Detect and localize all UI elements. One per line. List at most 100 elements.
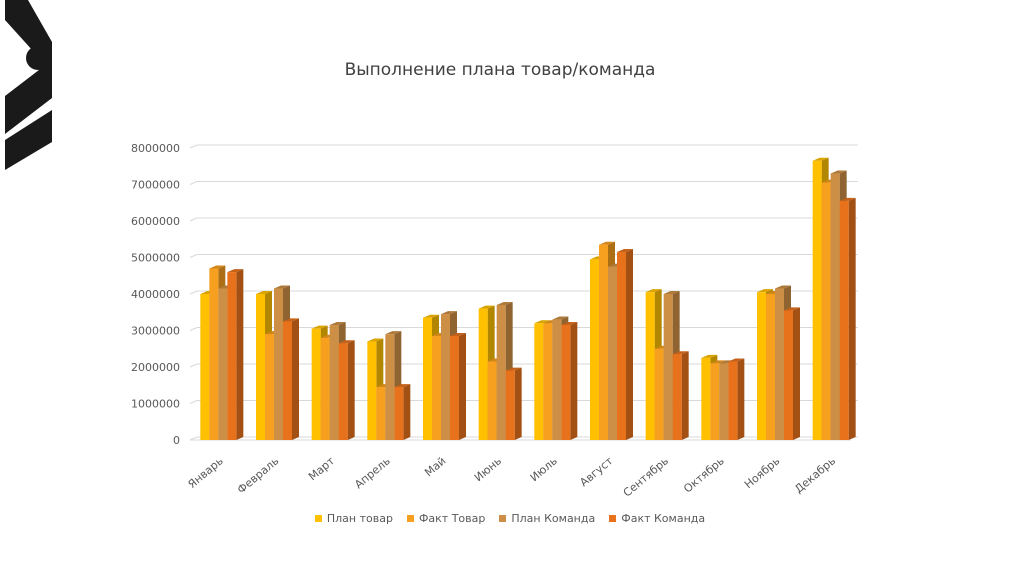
bar-top <box>710 360 727 364</box>
bar <box>561 322 578 440</box>
bar-side <box>737 358 745 440</box>
legend-label: Факт Товар <box>418 512 486 525</box>
bar-front <box>394 387 404 440</box>
x-tick-label: Июль <box>528 454 560 484</box>
bar-side <box>236 269 244 440</box>
bar-front <box>534 323 544 440</box>
bar-front <box>432 335 441 440</box>
bar-front <box>385 334 395 440</box>
bar <box>839 197 856 440</box>
bar-front <box>663 294 673 440</box>
bar-top <box>784 307 800 311</box>
bar-top <box>311 325 328 329</box>
y-tick-label: 6000000 <box>131 215 180 228</box>
legend-label: Факт Команда <box>621 512 706 525</box>
bar-front <box>265 334 274 440</box>
x-tick-label: Ноябрь <box>742 454 782 491</box>
bar-top <box>701 354 718 358</box>
bar-front <box>701 357 711 440</box>
bar-front <box>812 160 822 440</box>
bar <box>672 351 689 440</box>
bar-front <box>728 361 738 440</box>
bar-front <box>672 354 682 440</box>
x-tick-label: Август <box>577 454 615 489</box>
bar-top <box>728 358 745 362</box>
bar-side <box>626 249 633 440</box>
bar-top <box>283 318 299 322</box>
bar-side <box>403 384 411 440</box>
chart-legend: План товар Факт Товар План Команда Факт Ком… <box>300 512 720 525</box>
bar-top <box>534 320 551 324</box>
y-tick-label: 5000000 <box>131 252 180 265</box>
bar-side <box>514 367 522 440</box>
brand-logo <box>5 0 52 170</box>
bar-top <box>385 331 402 335</box>
bar-top <box>552 316 569 320</box>
bar-top <box>757 289 773 293</box>
bar-top <box>274 285 290 289</box>
bar-front <box>478 308 488 440</box>
gridline-depth <box>189 290 198 295</box>
bar-top <box>367 338 384 342</box>
bar-top <box>645 289 662 293</box>
bar <box>450 332 466 440</box>
bar <box>227 269 244 440</box>
y-tick-label: 4000000 <box>131 288 180 301</box>
bar-front <box>311 328 321 440</box>
bar-front <box>256 294 265 440</box>
bar-top <box>450 332 466 336</box>
bar-top <box>561 322 578 326</box>
bar-front <box>227 272 237 440</box>
bar-front <box>784 310 793 440</box>
bar-front <box>719 363 729 440</box>
bar <box>394 384 411 440</box>
gridline-depth <box>189 400 198 404</box>
bar-front <box>283 321 292 440</box>
bar-front <box>710 363 720 440</box>
bar-top <box>830 170 847 174</box>
bar-front <box>757 292 766 440</box>
bar-front <box>775 288 784 440</box>
gridline-depth <box>189 363 198 368</box>
bar <box>505 367 522 440</box>
bar-top <box>423 314 439 318</box>
x-tick-label: Январь <box>186 454 226 491</box>
bar-front <box>617 252 626 440</box>
bar-top <box>812 157 829 161</box>
x-tick-label: Октябрь <box>681 454 727 495</box>
bar-front <box>441 314 450 440</box>
bar-side <box>681 351 689 440</box>
y-tick-label: 3000000 <box>131 325 180 338</box>
bar-front <box>552 319 562 440</box>
x-tick-label: Май <box>422 454 448 479</box>
bar-top <box>617 249 633 253</box>
legend-swatch <box>406 515 414 522</box>
bar-front <box>821 182 831 441</box>
bar-front <box>320 337 330 440</box>
bar-front <box>367 341 377 440</box>
bar-front <box>200 294 210 440</box>
bar-top <box>505 367 522 371</box>
bar-side <box>848 197 856 440</box>
bar-front <box>766 294 775 440</box>
bar-front <box>543 323 553 440</box>
bar-top <box>839 197 856 201</box>
x-tick-label: Апрель <box>352 454 393 491</box>
bar-front <box>423 317 432 440</box>
chart-title: Выполнение плана товар/команда <box>344 60 656 80</box>
gridline-depth <box>189 181 198 185</box>
bar-front <box>561 325 571 440</box>
bar <box>338 340 355 440</box>
bar-top <box>775 285 791 289</box>
gridline-depth <box>189 144 198 149</box>
bar-top <box>394 384 411 388</box>
bar-top <box>663 291 680 294</box>
legend-item: Факт Команда <box>609 512 705 525</box>
bar-side <box>459 332 466 440</box>
y-tick-label: 0 <box>173 434 180 447</box>
bar <box>283 318 299 440</box>
bar-top <box>209 265 226 269</box>
bar-front <box>654 348 664 440</box>
y-tick-label: 8000000 <box>131 142 180 155</box>
